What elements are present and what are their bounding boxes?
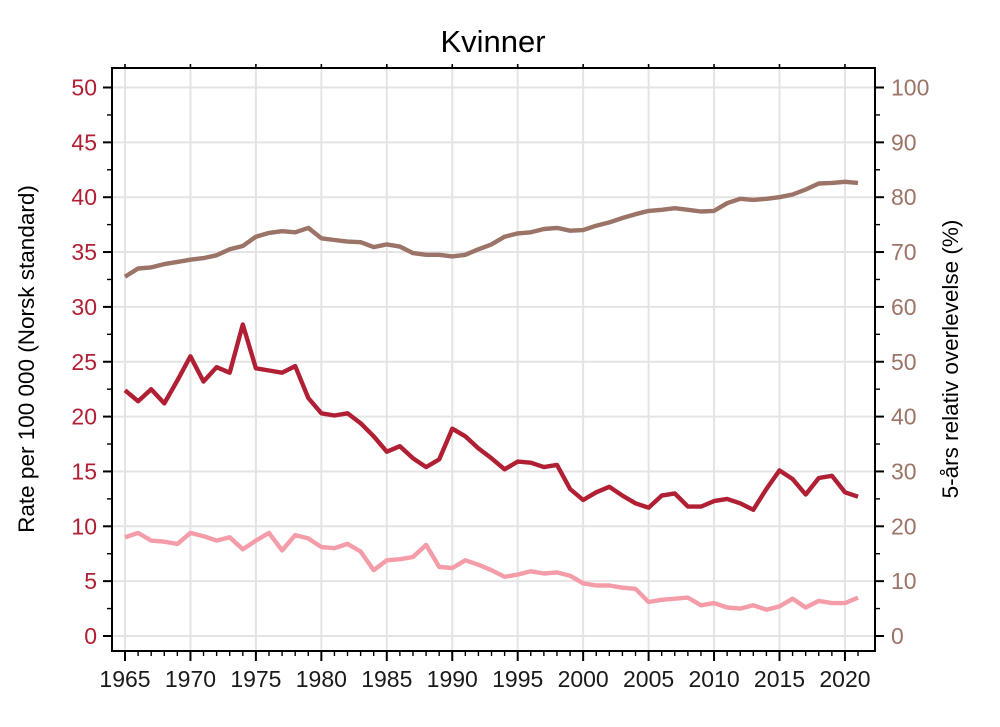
axis-ticks xyxy=(103,64,884,661)
left-tick-label: 10 xyxy=(71,513,97,539)
left-tick-label: 35 xyxy=(71,239,97,265)
x-tick-label: 1985 xyxy=(361,666,412,692)
x-tick-label: 1995 xyxy=(492,666,543,692)
x-tick-label: 1990 xyxy=(427,666,478,692)
left-axis-title: Rate per 100 000 (Norsk standard) xyxy=(14,185,39,533)
line-rate-pink xyxy=(124,530,859,612)
right-tick-label: 0 xyxy=(891,623,904,649)
chart-title: Kvinner xyxy=(440,24,545,59)
x-tick-label: 2020 xyxy=(819,666,870,692)
left-tick-label: 50 xyxy=(71,75,97,101)
left-tick-label: 0 xyxy=(84,623,97,649)
left-tick-label: 5 xyxy=(84,568,97,594)
line-rate-dark-red xyxy=(123,322,859,512)
right-tick-label: 50 xyxy=(891,349,917,375)
right-tick-label: 30 xyxy=(891,458,917,484)
x-tick-label: 2015 xyxy=(754,666,805,692)
gridlines xyxy=(112,68,875,651)
x-tick-label: 2000 xyxy=(558,666,609,692)
left-tick-label: 15 xyxy=(71,458,97,484)
left-tick-label: 40 xyxy=(71,184,97,210)
x-tick-label: 1970 xyxy=(165,666,216,692)
x-tick-label: 2010 xyxy=(688,666,739,692)
right-tick-label: 20 xyxy=(891,513,917,539)
axis-tick-labels: 0 5 10 15 20 25 30 35 40 45 50 0 10 20 30 40 50 60 70 80 90 1… xyxy=(71,75,929,693)
right-tick-label: 10 xyxy=(891,568,917,594)
right-tick-label: 70 xyxy=(891,239,917,265)
left-tick-label: 25 xyxy=(71,349,97,375)
left-tick-label: 20 xyxy=(71,404,97,430)
left-tick-label: 30 xyxy=(71,294,97,320)
right-tick-label: 40 xyxy=(891,404,917,430)
line-survival-brown xyxy=(123,179,859,279)
x-tick-label: 1975 xyxy=(230,666,281,692)
x-tick-label: 1980 xyxy=(296,666,347,692)
data-series xyxy=(123,179,859,612)
right-tick-label: 60 xyxy=(891,294,917,320)
left-tick-label: 45 xyxy=(71,129,97,155)
right-tick-label: 90 xyxy=(891,129,917,155)
right-tick-label: 80 xyxy=(891,184,917,210)
x-tick-label: 1965 xyxy=(99,666,150,692)
right-tick-label: 100 xyxy=(891,75,929,101)
plot-border xyxy=(111,67,876,652)
right-axis-title: 5-års relativ overlevelse (%) xyxy=(938,220,963,499)
x-tick-label: 2005 xyxy=(623,666,674,692)
